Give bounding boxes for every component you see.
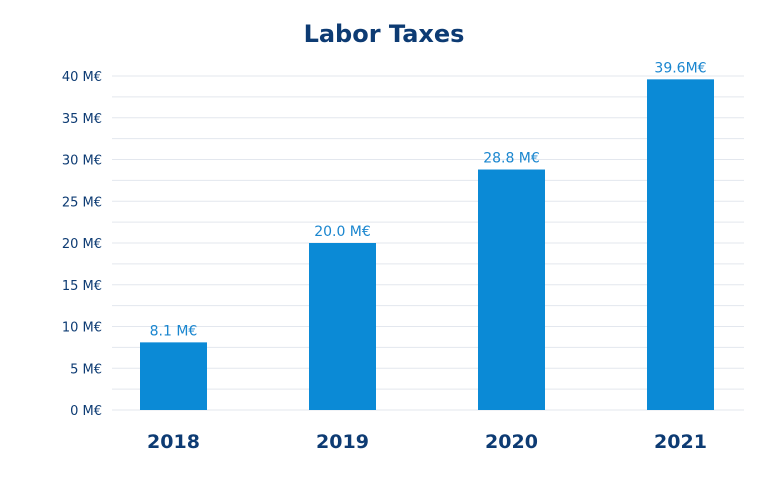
gridlines (112, 75, 744, 411)
x-tick-label-2021: 2021 (654, 431, 707, 453)
y-tick-label: 35 M€ (62, 112, 102, 127)
y-tick-label: 30 M€ (62, 154, 102, 169)
y-tick-label: 25 M€ (62, 195, 102, 210)
y-tick-label: 20 M€ (62, 237, 102, 252)
bars (140, 79, 714, 410)
y-tick-label: 10 M€ (62, 321, 102, 336)
y-tick-label: 0 M€ (70, 404, 102, 419)
y-axis-ticks: 0 M€ 5 M€ 10 M€ 15 M€ 20 M€ 25 M€ 30 M€ 35 M€ 40… (62, 70, 102, 419)
data-label-2020: 28.8 M€ (483, 151, 540, 167)
bar-2018 (140, 342, 207, 410)
chart-title: Labor Taxes (303, 20, 465, 48)
x-tick-label-2019: 2019 (316, 431, 369, 453)
x-axis-ticks: 2018 2019 2020 2021 (147, 431, 707, 453)
data-label-2021: 39.6M€ (654, 60, 706, 76)
bar-2020 (478, 169, 545, 410)
x-tick-label-2018: 2018 (147, 431, 200, 453)
data-labels: 8.1 M€ 20.0 M€ 28.8 M€ 39.6M€ (150, 60, 707, 339)
data-label-2018: 8.1 M€ (150, 323, 198, 339)
bar-2021 (647, 79, 714, 410)
bar-2019 (309, 243, 376, 410)
y-tick-label: 15 M€ (62, 279, 102, 294)
data-label-2019: 20.0 M€ (314, 224, 371, 240)
y-tick-label: 40 M€ (62, 70, 102, 85)
y-tick-label: 5 M€ (70, 362, 102, 377)
x-tick-label-2020: 2020 (485, 431, 538, 453)
